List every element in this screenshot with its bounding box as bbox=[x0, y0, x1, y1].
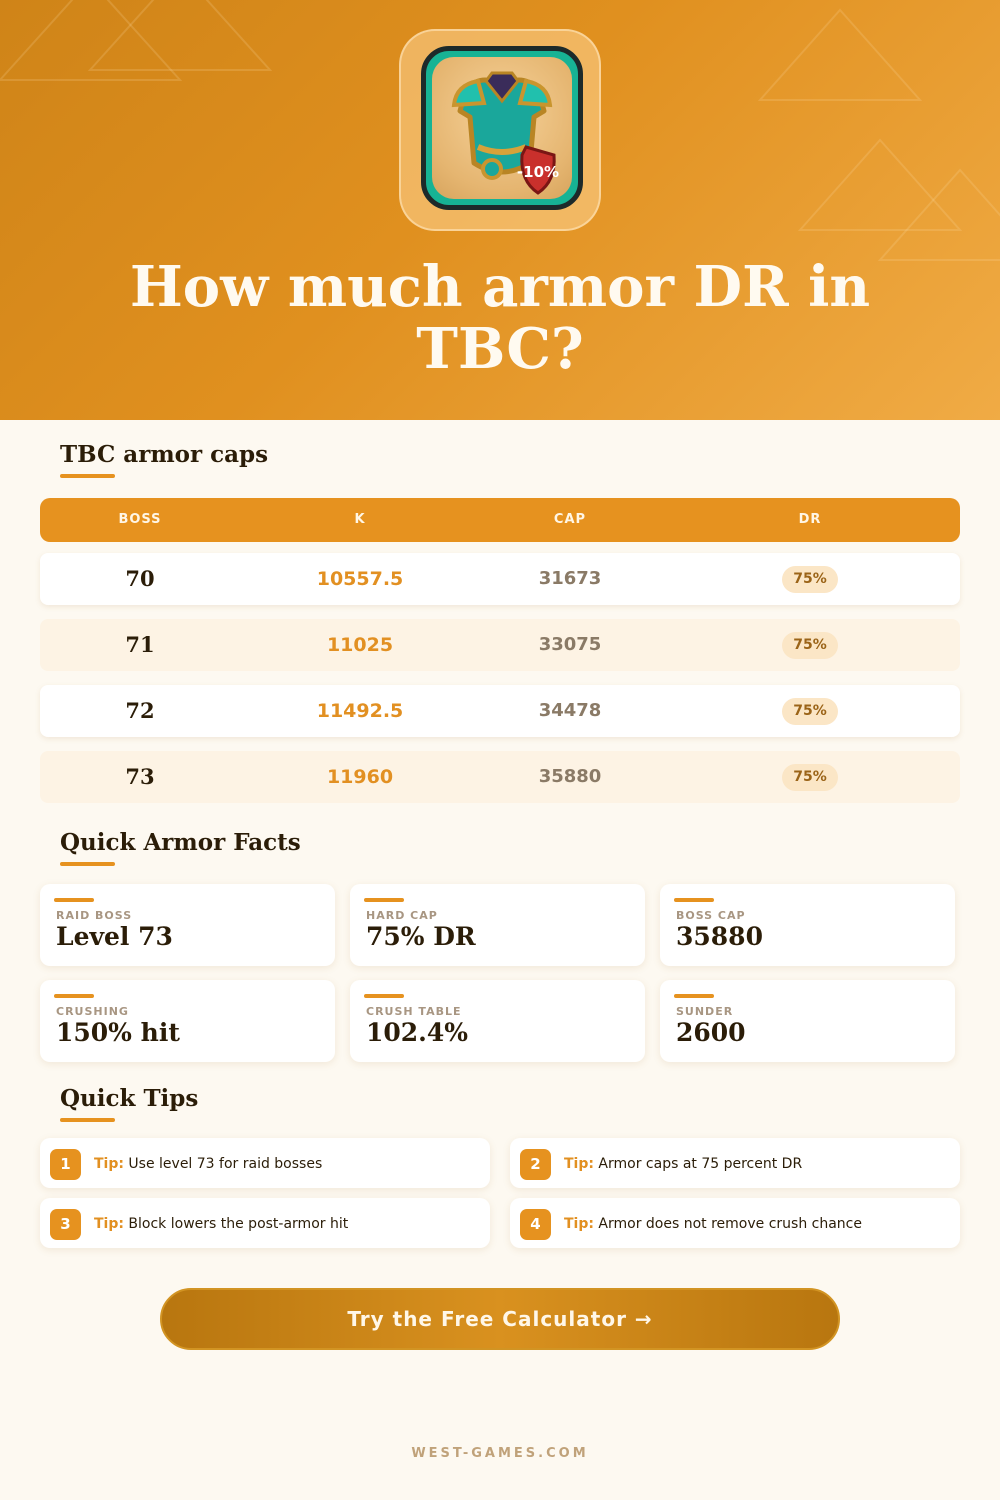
fact-value: 35880 bbox=[676, 922, 763, 951]
tip-number: 2 bbox=[520, 1149, 551, 1180]
armor-chestplate-icon: -10% bbox=[421, 46, 583, 210]
section-underline bbox=[60, 474, 115, 478]
cell-cap: 31673 bbox=[538, 568, 602, 589]
fact-card-sunder: SUNDER 2600 bbox=[660, 980, 955, 1062]
fact-card-crush-table: CRUSH TABLE 102.4% bbox=[350, 980, 645, 1062]
fact-label: SUNDER bbox=[676, 1005, 734, 1018]
section-title-quick-tips: Quick Tips bbox=[60, 1085, 199, 1112]
column-header-cap: CAP bbox=[553, 512, 587, 527]
table-row: 72 11492.5 34478 75% bbox=[40, 685, 960, 737]
fact-label: CRUSH TABLE bbox=[366, 1005, 462, 1018]
tip-label: Tip: bbox=[94, 1216, 124, 1232]
cell-boss: 71 bbox=[125, 632, 155, 657]
tip-text: Tip: Armor caps at 75 percent DR bbox=[564, 1138, 802, 1190]
fact-card-raid-boss: RAID BOSS Level 73 bbox=[40, 884, 335, 966]
dr-badge: 75% bbox=[782, 632, 838, 659]
cell-boss: 73 bbox=[125, 764, 155, 789]
cell-cap: 33075 bbox=[538, 634, 602, 655]
table-row: 70 10557.5 31673 75% bbox=[40, 553, 960, 605]
column-header-boss: BOSS bbox=[118, 512, 162, 527]
table-header: BOSS K CAP DR bbox=[40, 498, 960, 542]
column-header-dr: DR bbox=[798, 512, 822, 527]
fact-card-boss-cap: BOSS CAP 35880 bbox=[660, 884, 955, 966]
cell-boss: 72 bbox=[125, 698, 155, 723]
fact-value: 102.4% bbox=[366, 1018, 469, 1047]
fact-card-hard-cap: HARD CAP 75% DR bbox=[350, 884, 645, 966]
cell-k: 11025 bbox=[326, 634, 394, 656]
tip-text: Tip: Use level 73 for raid bosses bbox=[94, 1138, 322, 1190]
fact-value: Level 73 bbox=[56, 922, 173, 951]
tip-label: Tip: bbox=[564, 1156, 594, 1172]
hero-decoration bbox=[0, 0, 1000, 261]
fact-value: 150% hit bbox=[56, 1018, 180, 1047]
table-row: 73 11960 35880 75% bbox=[40, 751, 960, 803]
tip-number: 1 bbox=[50, 1149, 81, 1180]
svg-text:-10%: -10% bbox=[517, 163, 559, 181]
fact-label: CRUSHING bbox=[56, 1005, 129, 1018]
section-title-armor-facts: Quick Armor Facts bbox=[60, 829, 301, 856]
free-calculator-button[interactable]: Try the Free Calculator → bbox=[160, 1288, 840, 1350]
column-header-k: K bbox=[354, 512, 366, 527]
table-row: 71 11025 33075 75% bbox=[40, 619, 960, 671]
section-underline bbox=[60, 1118, 115, 1122]
tip-body: Armor does not remove crush chance bbox=[598, 1216, 862, 1232]
fact-value: 75% DR bbox=[366, 922, 476, 951]
cell-cap: 35880 bbox=[538, 766, 602, 787]
tip-card-3: 3 Tip: Block lowers the post-armor hit bbox=[40, 1198, 490, 1248]
cell-k: 11492.5 bbox=[316, 700, 404, 722]
hero-banner: -10% How much armor DR in TBC? bbox=[0, 0, 1000, 420]
tip-card-4: 4 Tip: Armor does not remove crush chanc… bbox=[510, 1198, 960, 1248]
dr-badge: 75% bbox=[782, 764, 838, 791]
tip-card-1: 1 Tip: Use level 73 for raid bosses bbox=[40, 1138, 490, 1188]
tip-card-2: 2 Tip: Armor caps at 75 percent DR bbox=[510, 1138, 960, 1188]
cell-k: 10557.5 bbox=[316, 568, 404, 590]
tip-text: Tip: Armor does not remove crush chance bbox=[564, 1198, 862, 1250]
cell-k: 11960 bbox=[326, 766, 394, 788]
footer-site-name: WEST-GAMES.COM bbox=[411, 1446, 589, 1461]
tip-number: 4 bbox=[520, 1209, 551, 1240]
dr-badge: 75% bbox=[782, 698, 838, 725]
fact-label: BOSS CAP bbox=[676, 909, 746, 922]
fact-label: RAID BOSS bbox=[56, 909, 133, 922]
tip-label: Tip: bbox=[564, 1216, 594, 1232]
cell-cap: 34478 bbox=[538, 700, 602, 721]
tip-number: 3 bbox=[50, 1209, 81, 1240]
app-icon-frame: -10% bbox=[399, 29, 601, 231]
fact-card-crushing: CRUSHING 150% hit bbox=[40, 980, 335, 1062]
tip-text: Tip: Block lowers the post-armor hit bbox=[94, 1198, 348, 1250]
tip-body: Block lowers the post-armor hit bbox=[128, 1216, 349, 1232]
fact-label: HARD CAP bbox=[366, 909, 438, 922]
section-underline bbox=[60, 862, 115, 866]
dr-badge: 75% bbox=[782, 566, 838, 593]
page-title: How much armor DR in TBC? bbox=[129, 254, 871, 382]
fact-value: 2600 bbox=[676, 1018, 746, 1047]
tip-body: Use level 73 for raid bosses bbox=[128, 1156, 323, 1172]
tip-label: Tip: bbox=[94, 1156, 124, 1172]
cell-boss: 70 bbox=[125, 566, 155, 591]
section-title-armor-caps: TBC armor caps bbox=[60, 441, 269, 468]
tip-body: Armor caps at 75 percent DR bbox=[598, 1156, 803, 1172]
